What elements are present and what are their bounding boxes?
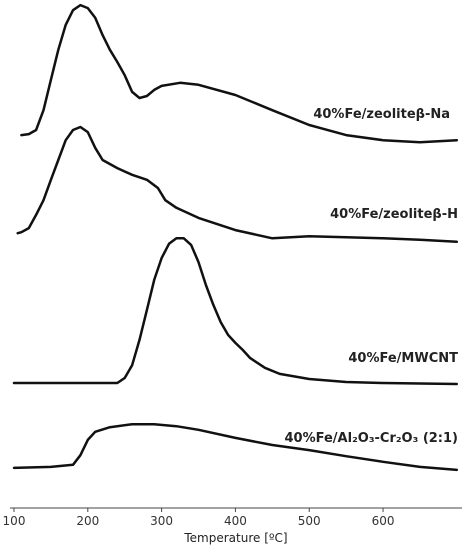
series-label: 40%Fe/MWCNT	[348, 351, 458, 366]
series-line	[12, 237, 459, 386]
x-axis-title: Temperature [ºC]	[183, 531, 287, 545]
x-tick-label: 600	[372, 514, 395, 528]
series-line	[20, 3, 459, 144]
series-line	[12, 422, 459, 472]
series-label: 40%Fe/zeoliteβ-Na	[313, 107, 450, 122]
series-line	[16, 125, 459, 244]
x-tick-label: 400	[224, 514, 247, 528]
x-tick-label: 300	[150, 514, 173, 528]
series-label: 40%Fe/Al₂O₃-Cr₂O₃ (2:1)	[285, 431, 458, 446]
x-tick-label: 100	[3, 514, 26, 528]
series-label: 40%Fe/zeoliteβ-H	[330, 207, 458, 222]
x-tick-label: 200	[76, 514, 99, 528]
x-tick-label: 500	[298, 514, 321, 528]
